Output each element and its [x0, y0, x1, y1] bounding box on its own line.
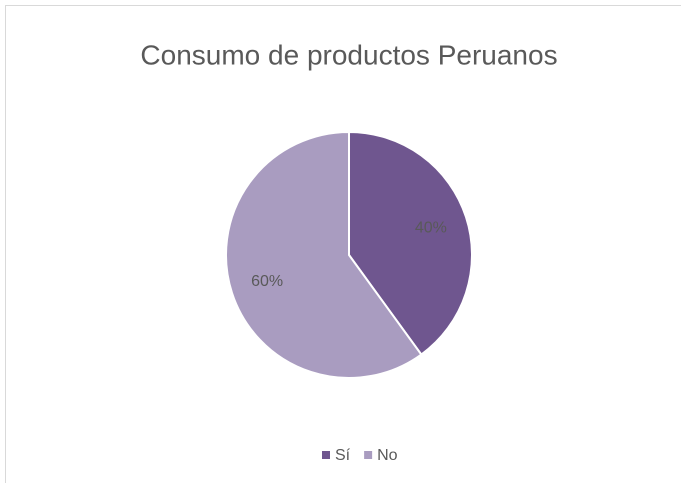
legend-label: Sí	[335, 447, 351, 464]
chart-title: Consumo de productos Peruanos	[140, 39, 557, 70]
data-label: 60%	[251, 273, 283, 290]
data-label: 40%	[415, 220, 447, 237]
legend-label: No	[377, 447, 398, 464]
pie-slice	[348, 130, 473, 356]
legend-swatch	[364, 451, 373, 459]
legend-swatch	[322, 451, 330, 459]
pie-slice	[225, 130, 423, 379]
